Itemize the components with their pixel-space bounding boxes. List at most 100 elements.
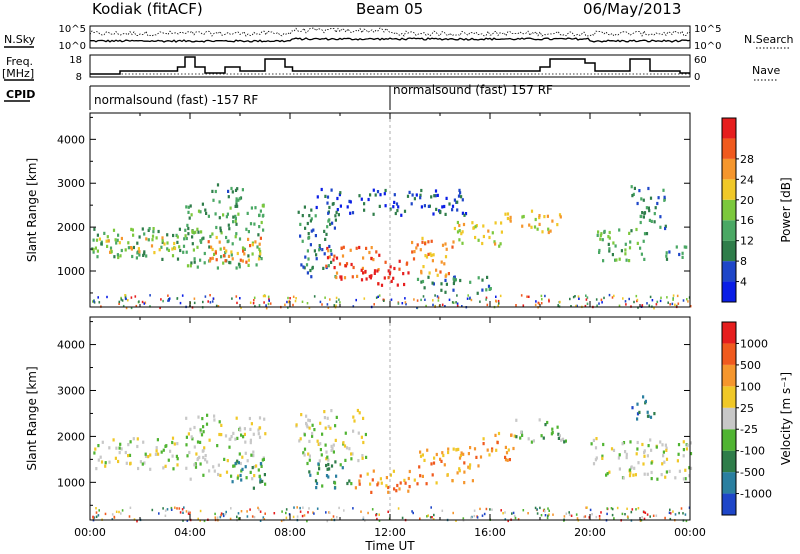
heatmap-cell [218,216,221,220]
heatmap-cell [253,222,256,226]
heatmap-cell [687,300,689,303]
heatmap-cell [289,297,291,300]
heatmap-cell [674,513,677,516]
heatmap-cell [628,231,631,235]
heatmap-cell [601,238,604,242]
heatmap-cell [441,509,444,512]
heatmap-cell [637,461,640,465]
heatmap-cell [650,477,653,481]
heatmap-cell [379,193,382,197]
heatmap-cell [387,510,389,513]
heatmap-cell [122,304,125,308]
heatmap-cell [214,189,217,194]
heatmap-cell [373,269,377,273]
heatmap-cell [426,515,428,518]
heatmap-cell [229,517,232,521]
heatmap-cell [446,473,449,477]
heatmap-cell [234,204,237,208]
heatmap-cell [643,472,646,476]
heatmap-cell [327,249,330,253]
heatmap-cell [127,454,130,458]
heatmap-cell [389,265,392,269]
heatmap-cell [624,300,627,303]
heatmap-cell [93,516,96,519]
heatmap-cell [407,489,410,493]
heatmap-cell [592,462,596,466]
heatmap-cell [654,206,657,210]
heatmap-cell [599,233,602,238]
heatmap-cell [372,188,375,192]
heatmap-cell [98,509,100,512]
heatmap-cell [612,448,616,452]
heatmap-cell [249,438,252,442]
heatmap-cell [397,205,400,209]
heatmap-cell [261,458,264,462]
heatmap-cell [256,245,259,249]
heatmap-cell [624,248,627,252]
heatmap-cell [463,481,466,485]
heatmap-cell [458,229,461,233]
heatmap-cell [215,225,218,230]
heatmap-cell [258,254,261,258]
heatmap-cell [160,245,163,249]
heatmap-cell [683,245,686,249]
heatmap-cell [201,202,204,206]
heatmap-cell [260,257,263,261]
heatmap-cell [621,442,624,446]
heatmap-cell [444,212,447,216]
heatmap-cell [620,249,623,253]
freq-label-line2: [MHz] [2,67,34,80]
heatmap-cell [189,264,192,268]
colorbar-tick-label: 1000 [740,337,768,350]
heatmap-cell [313,428,316,432]
heatmap-cell [431,281,434,285]
heatmap-cell [456,294,458,297]
heatmap-cell [209,234,212,239]
heatmap-cell [394,211,397,216]
heatmap-cell [522,304,525,307]
heatmap-cell [362,416,365,420]
heatmap-cell [476,291,479,295]
heatmap-cell [119,254,122,258]
heatmap-cell [121,299,124,302]
heatmap-cell [338,193,341,197]
heatmap-cell [356,274,359,278]
heatmap-cell [458,223,461,228]
heatmap-cell [328,255,331,259]
heatmap-cell [327,264,330,268]
heatmap-cell [362,440,365,445]
heatmap-cell [563,515,566,518]
heatmap-cell [508,458,511,462]
heatmap-cell [299,222,302,226]
heatmap-cell [234,219,237,223]
colorbar-swatch [722,343,736,365]
heatmap-cell [615,258,618,262]
heatmap-cell [643,510,645,514]
heatmap-cell [181,508,184,511]
heatmap-cell [202,300,204,304]
heatmap-cell [214,516,217,519]
heatmap-cell [268,298,270,301]
heatmap-cell [137,466,140,471]
heatmap-cell [231,480,234,484]
heatmap-cell [419,454,423,458]
heatmap-cell [452,240,455,244]
heatmap-cell [160,450,163,454]
heatmap-cell [116,238,119,242]
heatmap-cell [641,211,644,215]
heatmap-cell [677,443,681,447]
heatmap-cell [239,461,242,466]
heatmap-cell [637,306,639,309]
heatmap-cell [327,475,330,479]
heatmap-cell [661,462,664,466]
heatmap-cell [439,457,442,461]
heatmap-cell [193,260,196,264]
heatmap-cell [182,511,184,514]
heatmap-cell [485,298,487,301]
heatmap-cell [467,452,470,456]
heatmap-cell [110,250,113,254]
heatmap-cell [481,514,484,517]
colorbar-tick-label: 4 [740,276,747,289]
heatmap-cell [642,198,645,202]
